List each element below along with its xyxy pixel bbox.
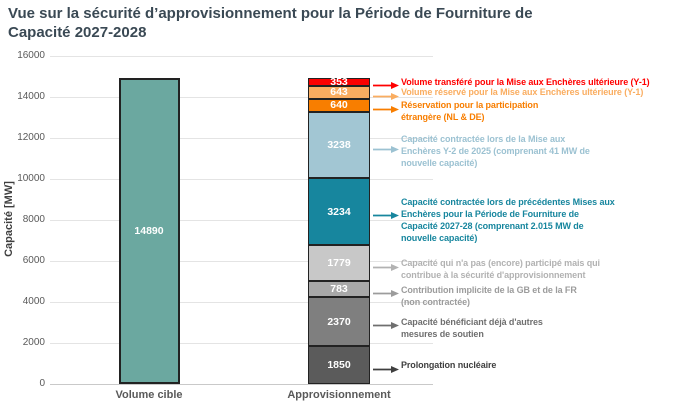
bar-segment: 643 bbox=[308, 85, 370, 99]
bar-segment: 640 bbox=[308, 98, 370, 112]
y-tick-label: 12000 bbox=[17, 131, 45, 143]
page-title: Vue sur la sécurité d’approvisionnement … bbox=[8, 5, 533, 41]
segment-value-label: 783 bbox=[330, 283, 348, 296]
gridline bbox=[50, 301, 433, 303]
annotation-label: Réservation pour la participation étrang… bbox=[401, 100, 539, 123]
annotation-label: Volume réservé pour la Mise aux Enchères… bbox=[401, 87, 644, 98]
segment-value-label: 353 bbox=[330, 75, 348, 88]
y-tick-label: 16000 bbox=[17, 49, 45, 61]
gridline bbox=[50, 96, 433, 98]
arrow-right-icon bbox=[373, 88, 399, 100]
annotation-label: Volume transféré pour la Mise aux Enchèr… bbox=[401, 76, 650, 87]
x-category-label: Volume cible bbox=[115, 389, 183, 401]
annotation-label: Capacité bénéficiant déjà d'autres mesur… bbox=[401, 316, 543, 339]
segment-value-label: 3234 bbox=[327, 205, 351, 218]
annotation-label: Capacité contractée lors de la Mise aux … bbox=[401, 134, 590, 169]
segment-value-label: 1850 bbox=[327, 359, 351, 371]
bar-segment: 783 bbox=[308, 281, 370, 298]
arrow-right-icon bbox=[373, 285, 399, 297]
segment-value-label: 1779 bbox=[327, 257, 351, 269]
segment-value-label: 640 bbox=[330, 99, 348, 112]
arrow-right-icon bbox=[373, 259, 399, 271]
gridline bbox=[50, 219, 433, 221]
y-tick-label: 10000 bbox=[17, 172, 45, 184]
y-tick-label: 8000 bbox=[22, 213, 45, 225]
arrow-right-icon bbox=[373, 101, 399, 113]
gridline bbox=[50, 55, 433, 57]
bar-segment: 3234 bbox=[308, 178, 370, 245]
arrow-right-icon bbox=[373, 77, 399, 90]
segment-value-label: 2370 bbox=[327, 315, 351, 328]
y-tick-label: 4000 bbox=[22, 295, 45, 307]
gridline bbox=[50, 260, 433, 262]
gridline bbox=[50, 178, 433, 180]
annotation-label: Contribution implicite de la GB et de la… bbox=[401, 285, 577, 308]
y-tick-label: 14000 bbox=[17, 90, 45, 102]
arrow-right-icon bbox=[373, 207, 399, 220]
gridline bbox=[50, 342, 433, 344]
y-tick-label: 2000 bbox=[22, 336, 45, 348]
annotation-label: Capacité qui n'a pas (encore) participé … bbox=[401, 258, 600, 281]
y-tick-label: 0 bbox=[39, 378, 45, 389]
bar-segment: 14890 bbox=[118, 78, 180, 384]
arrow-right-icon bbox=[373, 141, 399, 153]
arrow-right-icon bbox=[373, 317, 399, 330]
gridline bbox=[50, 137, 433, 139]
annotation-label: Prolongation nucléaire bbox=[401, 360, 497, 370]
segment-value-label: 643 bbox=[330, 86, 348, 99]
segment-value-label: 14890 bbox=[134, 225, 164, 238]
bar-segment: 2370 bbox=[308, 297, 370, 346]
bar-segment: 1779 bbox=[308, 244, 370, 282]
arrow-right-icon bbox=[373, 361, 399, 373]
y-tick-label: 6000 bbox=[22, 254, 45, 266]
annotation-label: Capacité contractée lors de précédentes … bbox=[401, 196, 615, 243]
bar-segment: 353 bbox=[308, 75, 370, 88]
x-category-label: Approvisionnement bbox=[287, 389, 391, 401]
bar-segment: 1850 bbox=[308, 346, 370, 384]
x-axis-line bbox=[50, 384, 433, 385]
segment-value-label: 3238 bbox=[327, 139, 351, 152]
bar-segment: 3238 bbox=[308, 111, 370, 179]
